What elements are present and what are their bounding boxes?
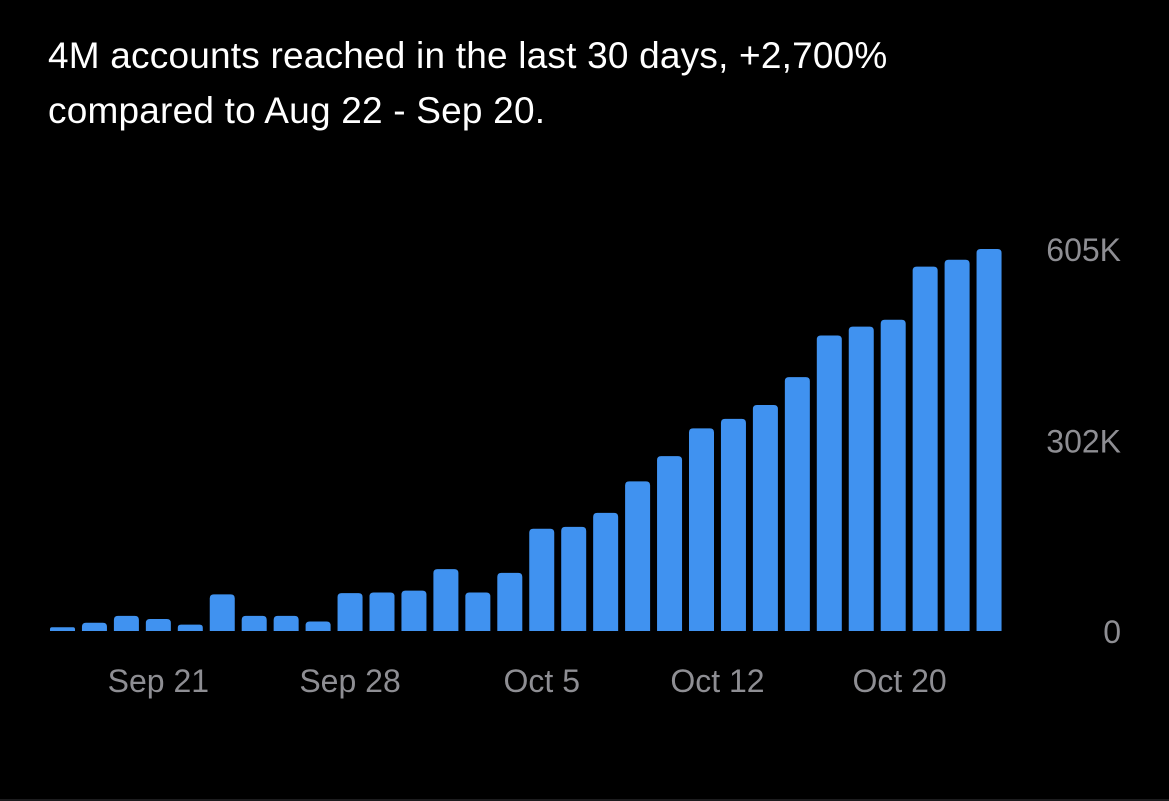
bar-24: [784, 377, 810, 631]
bar-22: [720, 418, 746, 631]
bar-2: [81, 622, 107, 631]
y-tick-label: 302K: [1046, 423, 1121, 459]
bar-23: [752, 404, 778, 631]
bar-10: [337, 593, 363, 631]
bar-14: [465, 592, 491, 631]
bar-16: [529, 528, 555, 631]
bar-11: [369, 592, 395, 631]
x-tick-label: Sep 28: [299, 663, 400, 699]
reach-summary-text: 4M accounts reached in the last 30 days,…: [48, 28, 1128, 138]
bar-20: [657, 456, 683, 631]
bar-21: [689, 428, 714, 631]
y-tick-label: 605K: [1046, 232, 1121, 268]
bar-12: [401, 590, 427, 631]
bar-15: [497, 572, 523, 631]
bar-18: [593, 512, 619, 631]
bar-8: [273, 615, 299, 631]
bar-13: [433, 569, 459, 631]
bar-25: [816, 335, 842, 631]
bar-30: [976, 249, 1002, 631]
x-tick-label: Sep 21: [108, 663, 209, 699]
x-tick-label: Oct 12: [670, 663, 764, 699]
bar-3: [113, 615, 139, 631]
bar-17: [561, 526, 587, 631]
bar-26: [848, 326, 874, 631]
x-tick-label: Oct 5: [504, 663, 580, 699]
bar-28: [912, 266, 938, 631]
bottom-divider: [0, 799, 1169, 801]
bar-4: [145, 619, 171, 631]
reach-summary-line-2: compared to Aug 22 - Sep 20.: [48, 90, 546, 131]
y-axis-ticks: 0 302K 605K: [1046, 232, 1121, 650]
y-tick-label: 0: [1103, 614, 1121, 650]
bar-7: [241, 615, 267, 631]
bar-19: [625, 481, 651, 631]
bars-group: [50, 249, 1002, 631]
bar-9: [305, 621, 331, 631]
bar-27: [880, 319, 906, 631]
bar-1: [50, 627, 75, 631]
bar-6: [209, 594, 235, 631]
bar-5: [177, 624, 203, 631]
reach-summary-line-1: 4M accounts reached in the last 30 days,…: [48, 35, 888, 76]
x-axis-ticks: Sep 21 Sep 28 Oct 5 Oct 12 Oct 20: [108, 663, 947, 699]
bar-29: [944, 259, 970, 631]
x-tick-label: Oct 20: [852, 663, 946, 699]
